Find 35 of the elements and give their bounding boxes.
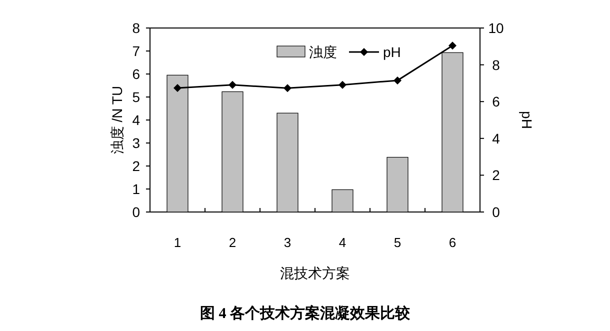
point (174, 84, 182, 92)
y2-axis-title: pH (519, 111, 535, 129)
x-tick-label: 1 (174, 235, 182, 250)
y2-tick-label: 2 (492, 167, 500, 184)
x-tick-label: 3 (284, 235, 292, 250)
y-axis-title: 浊度 /N TU (109, 86, 125, 154)
point (284, 84, 292, 92)
y-tick-label: 2 (132, 158, 140, 174)
y2-tick-label: 10 (488, 20, 504, 36)
y-tick-label: 5 (132, 89, 140, 105)
caption: 图 4 各个技术方案混凝效果比较 (200, 304, 411, 322)
y2-tick-label: 4 (492, 130, 500, 146)
y2-tick-label: 6 (492, 94, 500, 110)
x-tick-label: 2 (228, 235, 236, 250)
legend-label: pH (383, 44, 401, 60)
y2-tick-label: 8 (492, 56, 500, 73)
point (338, 80, 346, 89)
x-tick-label: 6 (448, 235, 456, 250)
x-tick-label: 4 (338, 235, 346, 250)
legend-item: 浊度 (276, 44, 337, 60)
y-tick-label: 7 (132, 43, 140, 59)
legend-item: pH (349, 44, 401, 60)
y-tick-label: 3 (132, 135, 140, 151)
x-tick-label: 5 (394, 235, 402, 250)
x-axis-title: 混技术方案 (280, 265, 350, 281)
y2-tick-label: 0 (492, 204, 500, 220)
point (448, 42, 456, 50)
y-tick-label: 4 (132, 112, 140, 128)
y-tick-label: 8 (132, 20, 140, 36)
y-tick-label: 6 (132, 66, 140, 82)
y-tick-label: 0 (132, 204, 140, 220)
point (228, 80, 236, 89)
point (394, 76, 402, 84)
legend-label: 浊度 (309, 44, 337, 60)
y-tick-label: 1 (132, 181, 140, 197)
